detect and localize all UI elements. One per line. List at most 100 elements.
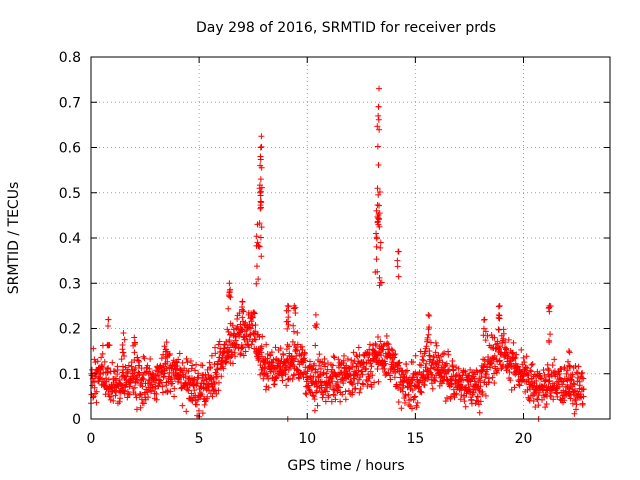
data-point xyxy=(270,368,277,375)
data-point xyxy=(493,369,500,376)
data-point xyxy=(369,372,376,379)
data-point xyxy=(319,394,326,401)
data-point xyxy=(510,339,517,346)
data-point xyxy=(287,375,294,382)
data-point xyxy=(509,349,516,356)
data-point xyxy=(213,366,220,373)
data-point xyxy=(259,333,266,340)
data-point xyxy=(140,400,147,407)
data-point xyxy=(91,356,98,363)
data-point xyxy=(255,357,262,364)
data-point xyxy=(226,280,233,287)
data-point xyxy=(316,362,323,369)
data-point xyxy=(509,350,516,357)
data-point xyxy=(554,393,561,400)
data-point xyxy=(491,352,498,359)
data-point xyxy=(102,382,109,389)
data-point xyxy=(404,367,411,374)
data-point xyxy=(215,379,222,386)
data-point xyxy=(98,363,105,370)
data-point xyxy=(356,376,363,383)
data-point xyxy=(294,347,301,354)
data-point xyxy=(536,370,543,377)
data-point xyxy=(226,293,233,300)
data-point xyxy=(296,375,303,382)
data-point xyxy=(289,338,296,345)
chart-title: Day 298 of 2016, SRMTID for receiver prd… xyxy=(196,20,496,36)
data-point xyxy=(373,243,380,250)
data-point xyxy=(257,188,264,195)
data-point xyxy=(383,332,390,339)
data-point xyxy=(294,329,301,336)
data-point xyxy=(484,332,491,339)
data-point xyxy=(311,396,318,403)
data-point xyxy=(234,315,241,322)
data-point xyxy=(374,268,381,275)
data-point xyxy=(482,392,489,399)
data-point xyxy=(412,393,419,400)
data-point xyxy=(379,357,386,364)
data-point xyxy=(375,334,382,341)
data-point xyxy=(358,368,365,375)
data-point xyxy=(277,345,284,352)
data-point xyxy=(468,400,475,407)
data-point xyxy=(101,358,108,365)
data-point xyxy=(548,393,555,400)
data-point xyxy=(225,348,232,355)
data-point xyxy=(573,406,580,413)
data-point xyxy=(140,353,147,360)
data-point xyxy=(391,366,398,373)
data-point xyxy=(249,322,256,329)
data-point xyxy=(395,360,402,367)
data-point xyxy=(309,392,316,399)
data-point xyxy=(263,341,270,348)
data-point xyxy=(112,375,119,382)
data-point xyxy=(488,331,495,338)
data-point xyxy=(371,379,378,386)
data-point xyxy=(179,359,186,366)
data-point xyxy=(320,391,327,398)
data-point xyxy=(213,374,220,381)
y-tick-label: 0.5 xyxy=(59,186,81,202)
data-point xyxy=(580,393,587,400)
data-point xyxy=(368,363,375,370)
data-point xyxy=(525,372,532,379)
data-point xyxy=(280,351,287,358)
data-point xyxy=(298,343,305,350)
data-point xyxy=(225,305,232,312)
data-point xyxy=(391,354,398,361)
data-point xyxy=(318,378,325,385)
data-point xyxy=(389,347,396,354)
data-point xyxy=(290,322,297,329)
data-point xyxy=(417,388,424,395)
data-point xyxy=(425,311,432,318)
data-point xyxy=(429,385,436,392)
data-point xyxy=(348,357,355,364)
data-point xyxy=(572,396,579,403)
data-point xyxy=(185,375,192,382)
data-point xyxy=(438,372,445,379)
data-point xyxy=(360,381,367,388)
data-point xyxy=(242,319,249,326)
x-tick-label: 0 xyxy=(87,431,96,447)
data-point xyxy=(418,362,425,369)
data-point xyxy=(419,356,426,363)
data-point xyxy=(529,361,536,368)
data-point xyxy=(118,356,125,363)
data-point xyxy=(443,360,450,367)
data-point xyxy=(251,310,258,317)
data-point xyxy=(377,244,384,251)
data-point xyxy=(135,369,142,376)
data-point xyxy=(523,353,530,360)
data-point xyxy=(409,405,416,412)
data-point xyxy=(498,365,505,372)
data-point xyxy=(257,176,264,183)
data-point xyxy=(208,352,215,359)
data-point xyxy=(442,398,449,405)
data-point xyxy=(239,298,246,305)
data-point xyxy=(134,377,141,384)
data-point xyxy=(352,385,359,392)
data-point xyxy=(367,368,374,375)
data-point xyxy=(148,387,155,394)
data-point xyxy=(257,204,264,211)
